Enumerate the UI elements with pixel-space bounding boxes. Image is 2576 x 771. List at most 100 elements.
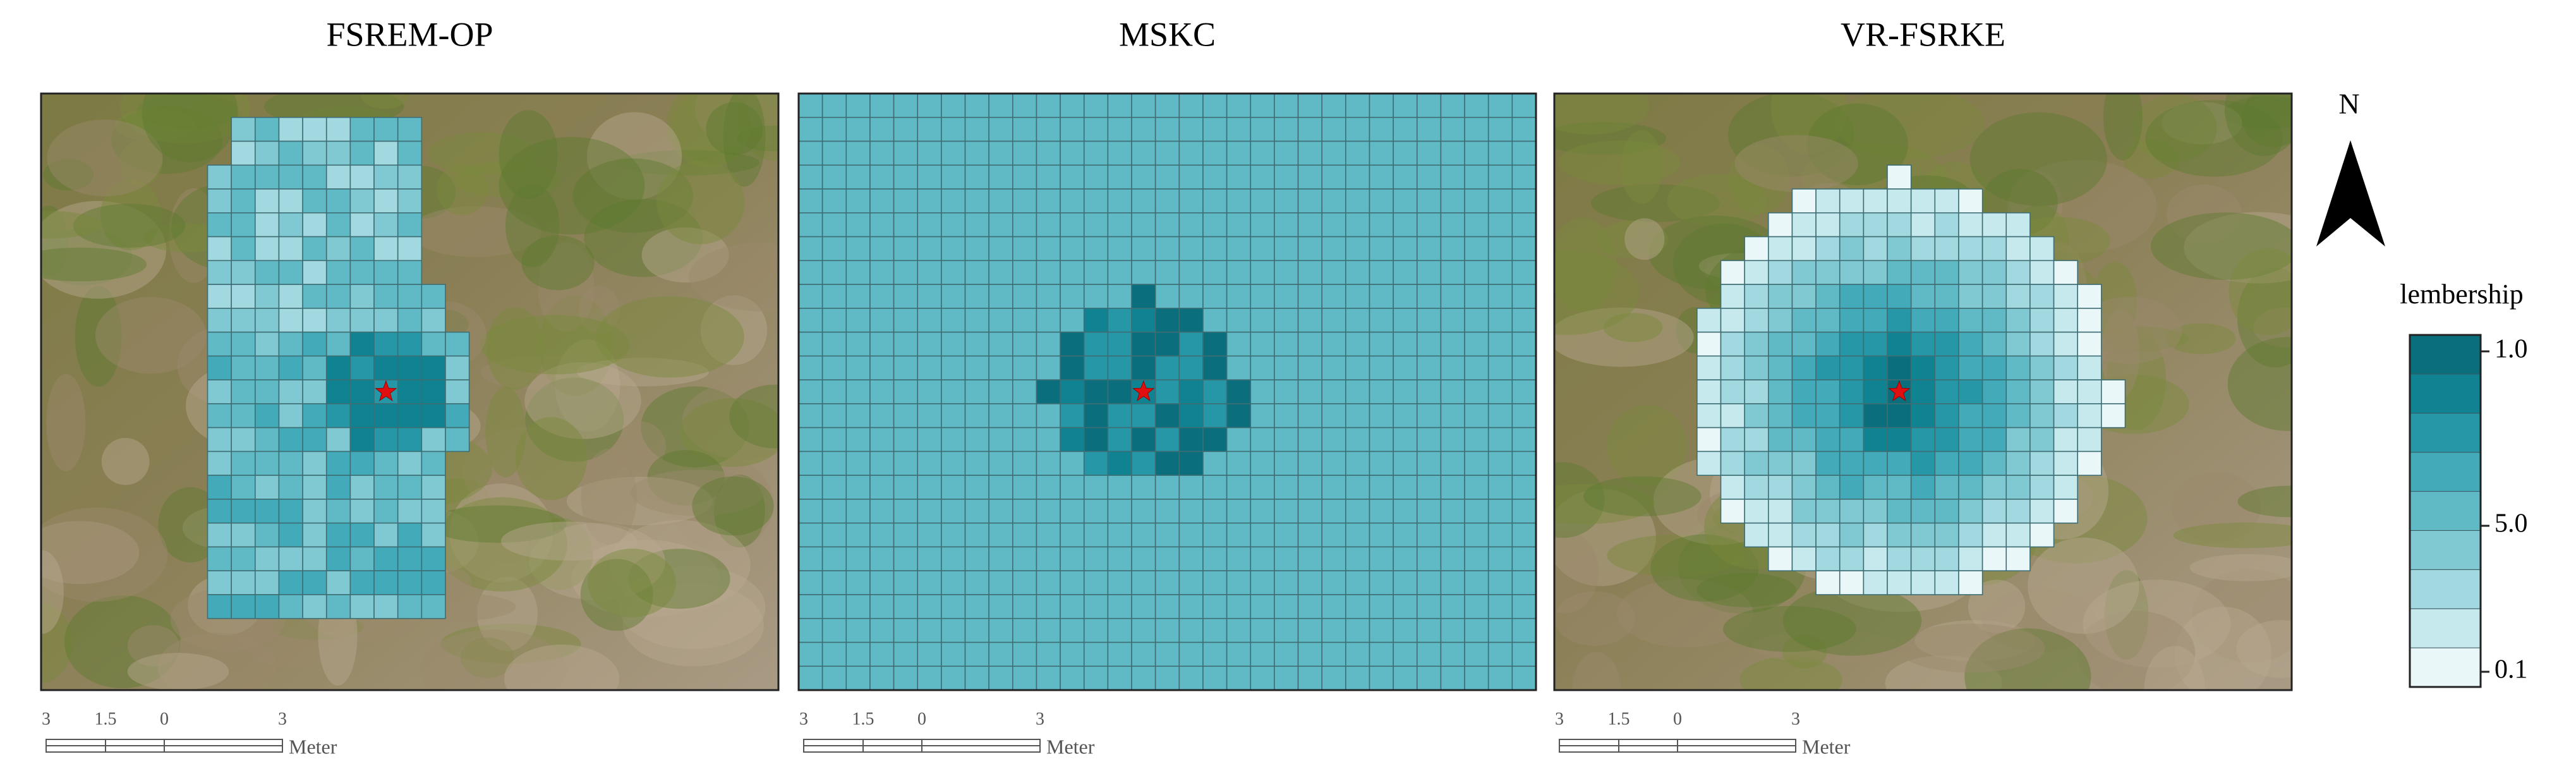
grid-cell xyxy=(821,617,847,643)
grid-cell xyxy=(1036,284,1061,309)
grid-cell xyxy=(1202,188,1228,214)
ground-texture xyxy=(700,295,768,365)
grid-cell xyxy=(1511,308,1536,333)
grid-cell xyxy=(1487,331,1513,357)
ground-texture xyxy=(656,160,745,245)
ground-texture xyxy=(2241,94,2292,147)
grid-cell xyxy=(893,116,919,142)
grid-cell xyxy=(1345,284,1370,309)
grid-cell xyxy=(397,427,423,452)
grid-cell xyxy=(1416,451,1442,476)
grid-cell xyxy=(1297,236,1322,262)
scale-label: 3 xyxy=(1036,709,1044,729)
grid-cell xyxy=(1464,451,1489,476)
grid-cell xyxy=(207,355,232,380)
ground-texture xyxy=(1964,628,2091,690)
grid-cell xyxy=(1887,260,1912,285)
grid-cell xyxy=(1321,522,1346,548)
grid-cell xyxy=(1815,403,1841,428)
grid-cell xyxy=(1131,475,1156,500)
grid-cell xyxy=(941,522,966,548)
grid-cell xyxy=(1910,260,1936,285)
grid-cell xyxy=(1250,379,1275,404)
grid-cell xyxy=(1934,355,1959,380)
grid-cell xyxy=(1416,570,1442,595)
grid-cell xyxy=(988,665,1013,690)
grid-cell xyxy=(1131,546,1156,572)
grid-cell xyxy=(2029,308,2055,333)
grid-cell xyxy=(1154,427,1180,452)
grid-cell xyxy=(1250,94,1275,118)
legend-title: lembership xyxy=(2400,279,2524,310)
grid-cell xyxy=(1393,331,1418,357)
grid-cell xyxy=(1131,116,1156,142)
grid-cell xyxy=(1440,140,1465,166)
origin-star xyxy=(1888,380,1911,401)
grid-cell xyxy=(988,570,1013,595)
grid-cell xyxy=(2053,403,2078,428)
grid-cell xyxy=(964,116,989,142)
grid-cell xyxy=(1393,499,1418,524)
grid-cell xyxy=(1345,140,1370,166)
grid-cell xyxy=(845,284,871,309)
grid-cell xyxy=(255,260,280,285)
grid-cell xyxy=(373,236,399,262)
grid-cell xyxy=(917,94,942,118)
grid-cell xyxy=(1321,236,1346,262)
grid-cell xyxy=(1487,499,1513,524)
ground-texture xyxy=(619,566,766,650)
grid-cell xyxy=(1393,260,1418,285)
grid-cell xyxy=(1250,594,1275,619)
grid-cell xyxy=(1107,164,1132,190)
ground-texture xyxy=(169,188,219,283)
grid-cell xyxy=(1012,188,1037,214)
grid-cell xyxy=(1083,212,1109,238)
grid-cell xyxy=(1154,570,1180,595)
grid-cell xyxy=(1910,475,1936,500)
grid-cell xyxy=(799,594,823,619)
grid-cell xyxy=(1297,140,1322,166)
ground-texture xyxy=(2077,610,2196,690)
scale-label: 3 xyxy=(799,709,808,729)
grid-cell xyxy=(1345,116,1370,142)
ground-texture xyxy=(528,523,665,600)
ground-texture xyxy=(2028,537,2139,634)
grid-cell xyxy=(845,475,871,500)
grid-cell xyxy=(845,164,871,190)
grid-cell xyxy=(1863,379,1888,404)
grid-cell xyxy=(799,188,823,214)
grid-cell xyxy=(1202,451,1228,476)
grid-cell xyxy=(1154,116,1180,142)
grid-cell xyxy=(988,284,1013,309)
grid-cell xyxy=(1369,403,1394,428)
ground-texture xyxy=(1603,313,1663,343)
grid-cell xyxy=(1464,594,1489,619)
grid-cell xyxy=(1958,451,1983,476)
ground-texture xyxy=(580,559,653,631)
north-arrow xyxy=(2316,140,2385,246)
grid-cell xyxy=(1226,499,1252,524)
grid-cell xyxy=(207,284,232,309)
grid-cell xyxy=(1369,140,1394,166)
grid-cell xyxy=(397,403,423,428)
grid-cell xyxy=(1981,546,2007,572)
ground-texture xyxy=(2225,94,2292,156)
grid-cell xyxy=(1036,594,1061,619)
grid-cell xyxy=(349,331,375,357)
grid-cell xyxy=(1297,665,1322,690)
grid-cell xyxy=(1202,116,1228,142)
grid-cell xyxy=(964,641,989,667)
grid-cell xyxy=(1393,665,1418,690)
grid-cell xyxy=(1416,641,1442,667)
grid-cell xyxy=(1345,355,1370,380)
grid-cell xyxy=(1464,236,1489,262)
panel-title: VR-FSRKE xyxy=(1841,15,2005,53)
grid-cell xyxy=(1154,188,1180,214)
grid-cell xyxy=(988,499,1013,524)
grid-cell xyxy=(1768,475,1793,500)
grid-cell xyxy=(1440,475,1465,500)
grid-cell xyxy=(821,260,847,285)
grid-cell xyxy=(325,140,351,166)
ground-texture xyxy=(694,94,778,149)
